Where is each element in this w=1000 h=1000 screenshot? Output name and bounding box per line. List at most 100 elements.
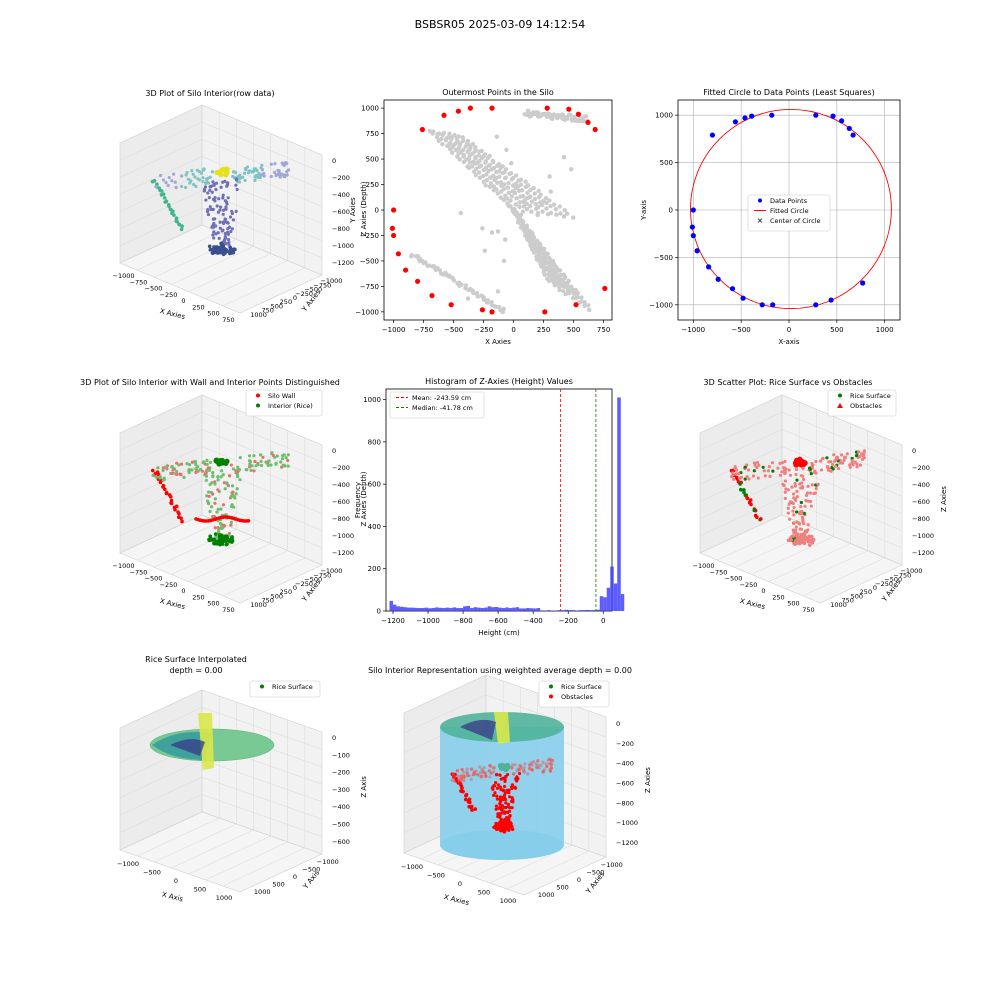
data-point bbox=[158, 173, 163, 178]
data-point bbox=[455, 769, 459, 773]
outer-point bbox=[592, 126, 598, 133]
data-point bbox=[469, 777, 473, 782]
data-point bbox=[220, 229, 224, 233]
legend-label: Data Points bbox=[770, 197, 808, 205]
data-point bbox=[482, 248, 487, 253]
data-point bbox=[483, 771, 487, 775]
histogram-bar bbox=[557, 610, 562, 611]
grid-line bbox=[205, 841, 288, 881]
data-point bbox=[485, 300, 491, 305]
data-point bbox=[729, 286, 736, 292]
data-point bbox=[478, 771, 482, 775]
data-point bbox=[506, 203, 511, 209]
data-point bbox=[460, 786, 464, 790]
y-tick-label: 750 bbox=[261, 307, 273, 315]
data-point bbox=[212, 537, 216, 542]
fitted-circle bbox=[689, 109, 892, 310]
data-point bbox=[500, 804, 504, 808]
data-point bbox=[806, 499, 810, 503]
data-point bbox=[207, 468, 211, 472]
histogram-bar bbox=[522, 608, 527, 611]
data-point bbox=[769, 112, 775, 118]
histogram-bar bbox=[568, 610, 572, 611]
data-point bbox=[212, 230, 216, 234]
data-point bbox=[547, 174, 552, 179]
data-point bbox=[830, 113, 836, 119]
data-point bbox=[259, 463, 264, 468]
z-tick-label: −800 bbox=[332, 225, 350, 233]
data-point bbox=[499, 762, 506, 769]
data-point bbox=[201, 176, 205, 180]
data-point bbox=[533, 201, 539, 207]
data-point bbox=[525, 195, 531, 200]
x-tick-label: 1000 bbox=[876, 326, 894, 334]
y-tick-label: 1000 bbox=[361, 105, 379, 113]
data-point bbox=[473, 772, 477, 776]
data-point bbox=[216, 528, 221, 533]
data-point bbox=[782, 468, 787, 473]
data-point bbox=[532, 196, 538, 202]
grid-line bbox=[171, 246, 254, 285]
data-point bbox=[802, 532, 807, 537]
data-point bbox=[458, 210, 463, 216]
data-point bbox=[182, 475, 186, 479]
histogram-bar bbox=[515, 607, 520, 611]
data-point bbox=[496, 169, 502, 174]
x-tick-label: −600 bbox=[489, 617, 508, 625]
histogram-bar bbox=[431, 608, 436, 611]
z-tick-label: −100 bbox=[332, 751, 350, 759]
y-tick-label: 1000 bbox=[538, 891, 555, 899]
data-point bbox=[491, 787, 495, 791]
data-point bbox=[527, 239, 533, 244]
data-point bbox=[447, 131, 452, 136]
x-tick-label: −200 bbox=[559, 617, 578, 625]
data-point bbox=[211, 223, 215, 228]
data-point bbox=[208, 460, 213, 465]
legend-box bbox=[245, 389, 323, 417]
data-point bbox=[492, 793, 496, 797]
data-point bbox=[460, 767, 464, 772]
x-tick-label: 250 bbox=[772, 593, 784, 601]
data-point bbox=[450, 778, 454, 782]
histogram-bar bbox=[456, 608, 460, 611]
data-point bbox=[219, 507, 223, 511]
data-point bbox=[196, 465, 200, 469]
data-point bbox=[498, 821, 502, 826]
data-point bbox=[219, 185, 223, 189]
z-tick-label: −600 bbox=[332, 838, 350, 846]
x-tick-label: 500 bbox=[830, 326, 843, 334]
legend-label: Interior (Rice) bbox=[268, 402, 313, 410]
data-point bbox=[517, 771, 522, 776]
data-point bbox=[187, 470, 191, 475]
y-tick-label: 200 bbox=[368, 565, 381, 573]
y-tick-label: −250 bbox=[295, 290, 313, 298]
data-point bbox=[487, 162, 493, 168]
y-tick-label: 0 bbox=[577, 876, 581, 884]
data-point bbox=[494, 134, 499, 139]
y-axis-label: Y Axies bbox=[349, 197, 357, 224]
data-point bbox=[791, 528, 795, 532]
data-point bbox=[221, 473, 225, 477]
data-point bbox=[523, 762, 527, 766]
data-point bbox=[493, 791, 497, 795]
data-point bbox=[806, 528, 810, 532]
data-point bbox=[221, 193, 225, 197]
data-point bbox=[552, 283, 558, 288]
data-point bbox=[208, 536, 213, 541]
legend-label: Median: -41.78 cm bbox=[412, 404, 473, 412]
grid-line bbox=[137, 231, 220, 271]
data-point bbox=[180, 519, 184, 524]
outer-point bbox=[415, 278, 421, 284]
data-point bbox=[547, 198, 552, 203]
data-point bbox=[201, 168, 205, 172]
data-point bbox=[213, 532, 218, 536]
surface-ridge bbox=[198, 713, 214, 770]
z-tick-label: −1000 bbox=[912, 532, 934, 540]
outer-point bbox=[395, 251, 401, 257]
z-tick-label: −600 bbox=[332, 498, 350, 506]
data-point bbox=[574, 295, 579, 301]
data-point bbox=[795, 478, 799, 482]
data-point bbox=[158, 476, 162, 480]
data-point bbox=[201, 460, 205, 465]
data-point bbox=[188, 181, 192, 185]
